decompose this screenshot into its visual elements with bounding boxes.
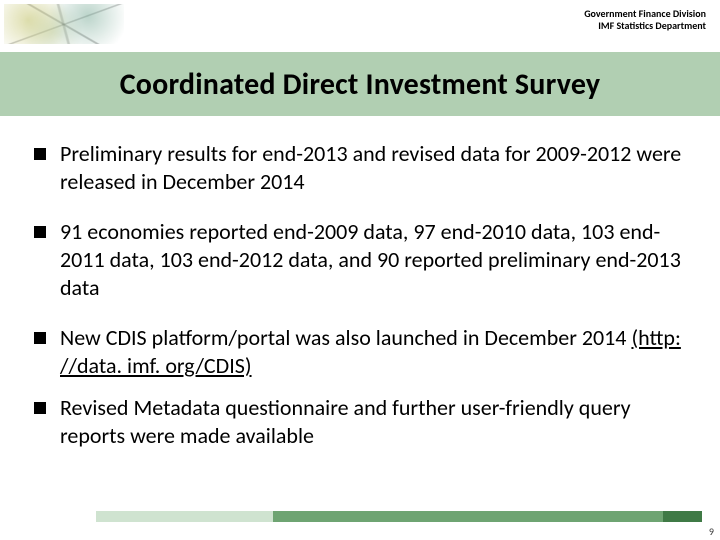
list-item: Revised Metadata questionnaire and furth…	[34, 394, 684, 450]
footer-bar-segment	[663, 511, 702, 522]
bullet-text-prefix: New CDIS platform/portal was also launch…	[60, 324, 631, 351]
header-block: Government Finance Division IMF Statisti…	[584, 8, 706, 32]
logo-graphic	[4, 4, 124, 44]
header-line-2: IMF Statistics Department	[584, 20, 706, 32]
slide: Government Finance Division IMF Statisti…	[0, 0, 720, 540]
bullet-text: 91 economies reported end-2009 data, 97 …	[60, 218, 684, 302]
list-item: 91 economies reported end-2009 data, 97 …	[34, 218, 684, 302]
page-number: 9	[709, 525, 714, 538]
page-title: Coordinated Direct Investment Survey	[120, 66, 601, 103]
bullet-marker-icon	[34, 226, 46, 238]
bullet-text: Preliminary results for end-2013 and rev…	[60, 140, 684, 196]
list-item: Preliminary results for end-2013 and rev…	[34, 140, 684, 196]
footer-bar-segment	[273, 511, 663, 522]
footer-bar-segment	[96, 511, 273, 522]
bullet-marker-icon	[34, 332, 46, 344]
content-area: Preliminary results for end-2013 and rev…	[34, 140, 684, 472]
bullet-marker-icon	[34, 148, 46, 160]
title-band: Coordinated Direct Investment Survey	[0, 52, 720, 116]
bullet-text: Revised Metadata questionnaire and furth…	[60, 394, 684, 450]
footer-accent-bar	[96, 511, 702, 522]
list-item: New CDIS platform/portal was also launch…	[34, 324, 684, 380]
bullet-marker-icon	[34, 402, 46, 414]
bullet-text: New CDIS platform/portal was also launch…	[60, 324, 684, 380]
